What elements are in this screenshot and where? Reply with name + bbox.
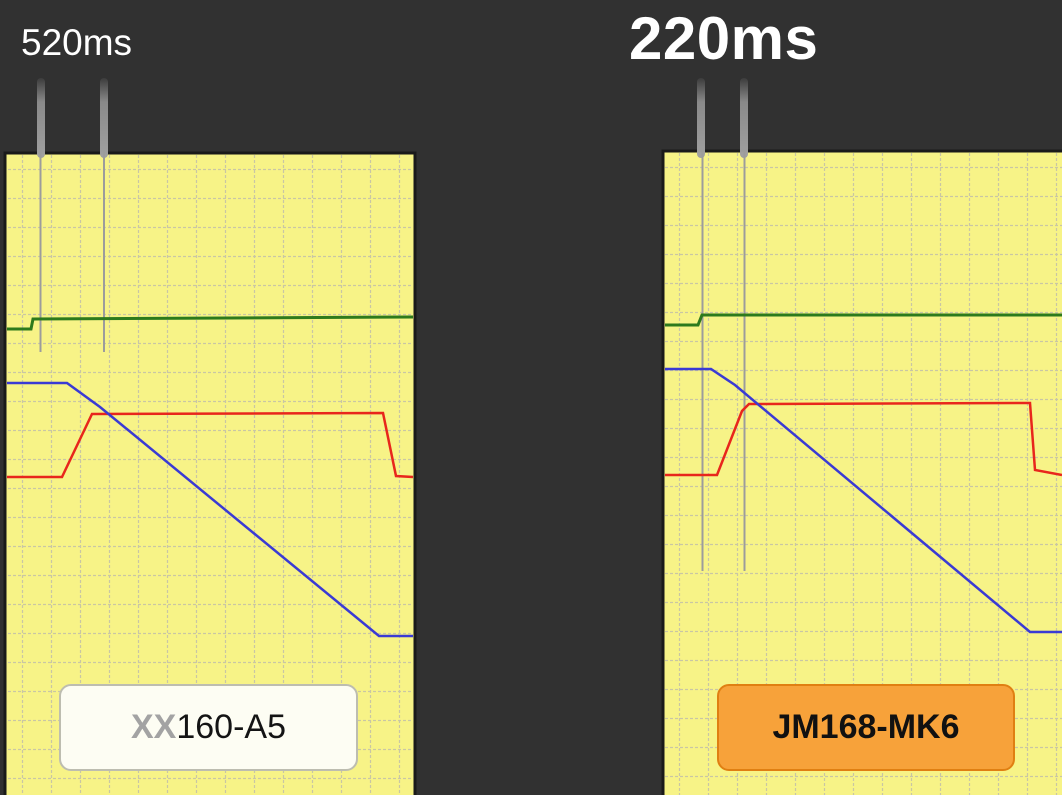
red-trace-right: [665, 401, 1062, 477]
marker-b-handle: [740, 78, 748, 158]
model-badge-left-prefix: XX: [131, 708, 177, 746]
model-badge-left-suffix: 160-A5: [176, 708, 286, 746]
blue-trace-left: [7, 381, 413, 638]
green-trace-right: [665, 313, 1062, 327]
scope-right: [661, 78, 1062, 795]
timing-label-right: 220ms: [629, 5, 819, 72]
timing-label-left: 520ms: [21, 22, 133, 63]
marker-b-handle: [100, 78, 108, 158]
marker-a-handle: [697, 78, 705, 158]
model-badge-right: JM168-MK6: [717, 684, 1015, 771]
green-trace-left: [7, 315, 414, 331]
red-trace-left: [7, 411, 414, 479]
model-badge-left: XX 160-A5: [59, 684, 358, 771]
blue-trace-right: [665, 367, 1062, 634]
scope-right-markers: [697, 78, 748, 571]
scope-left: [3, 78, 417, 795]
marker-a-handle: [37, 78, 45, 158]
